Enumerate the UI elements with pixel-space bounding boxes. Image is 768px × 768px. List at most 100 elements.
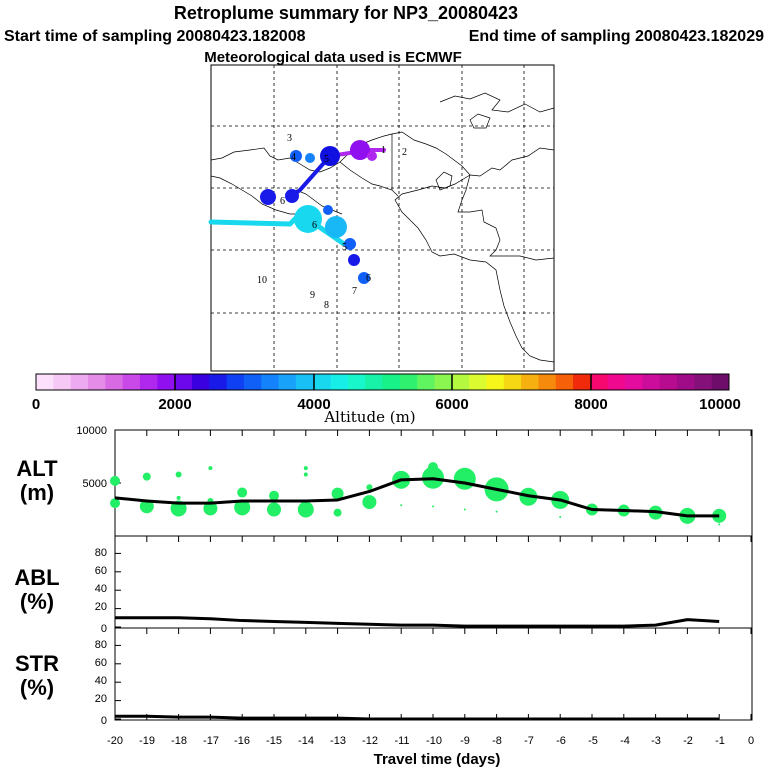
colorbar-cell — [365, 374, 383, 390]
x-tick-label: -12 — [362, 735, 378, 747]
x-tick-label: -5 — [588, 735, 598, 747]
plume-label: 5 — [342, 242, 347, 253]
abl-panel-unit: (%) — [20, 589, 54, 614]
alt-data-point — [495, 510, 498, 513]
str-panel-label: STR — [15, 651, 59, 676]
colorbar-cells — [36, 374, 730, 390]
plume-label: 3 — [287, 133, 292, 144]
colorbar-axis-label: Altitude (m) — [323, 408, 415, 426]
x-tick-label: -13 — [330, 735, 346, 747]
abl-ytick-label: 20 — [95, 601, 107, 613]
colorbar-cell — [174, 374, 193, 390]
colorbar-cell — [330, 374, 349, 390]
abl-series-line — [115, 616, 720, 628]
alt-data-point — [428, 462, 438, 473]
colorbar-cell — [555, 374, 574, 390]
alt-ytick-label: 5000 — [83, 478, 107, 490]
colorbar-cell — [36, 374, 54, 390]
map-panel: 3 1 2 4 5 6 6 5 6 7 10 9 8 — [208, 64, 555, 372]
plume-label: 10 — [257, 275, 267, 286]
plume-label: 2 — [402, 147, 407, 158]
x-tick-label: -11 — [394, 735, 409, 747]
alt-data-point — [176, 495, 181, 500]
colorbar-cell — [105, 374, 124, 390]
x-tick-label: -7 — [524, 735, 534, 747]
x-axis-title: Travel time (days) — [374, 751, 501, 768]
colorbar-cell — [503, 374, 522, 390]
colorbar-cell — [313, 374, 331, 390]
alt-data-point — [400, 504, 403, 507]
colorbar-tick-label: 2000 — [158, 396, 191, 413]
x-tick-label: -19 — [139, 735, 155, 747]
alt-data-point — [269, 490, 279, 501]
plume-marker — [294, 205, 322, 233]
plume-marker — [348, 254, 360, 266]
colorbar-cell — [87, 374, 106, 390]
plume-label: 6 — [280, 196, 285, 207]
plume-marker — [367, 151, 377, 161]
coastlines — [210, 92, 555, 363]
abl-ytick-label: 60 — [95, 565, 107, 577]
colorbar-tick-label: 10000 — [699, 396, 741, 413]
str-ytick-label: 80 — [95, 639, 107, 651]
colorbar-cell — [538, 374, 557, 390]
plume-marker — [358, 272, 370, 284]
plume-markers — [260, 140, 377, 284]
colorbar-cell — [486, 374, 505, 390]
str-series-line — [115, 714, 720, 721]
alt-data-point — [208, 466, 213, 471]
colorbar-cell — [434, 374, 453, 390]
plume-marker — [350, 140, 370, 160]
colorbar-cell — [625, 374, 643, 390]
colorbar-cell — [261, 374, 279, 390]
abl-ytick-labels: 80 60 40 20 0 — [95, 547, 107, 635]
alt-data-point — [110, 498, 120, 509]
alt-data-point — [203, 501, 218, 516]
x-tick-label: -9 — [460, 735, 470, 747]
abl-ytick-label: 0 — [101, 623, 107, 635]
colorbar-cell — [70, 374, 89, 390]
colorbar-cell — [521, 374, 539, 390]
alt-data-point — [139, 499, 154, 514]
met-data-label: Meteorological data used is ECMWF — [204, 49, 462, 66]
colorbar-cell — [347, 374, 366, 390]
start-time-label: Start time of sampling 20080423.182008 — [4, 28, 306, 45]
colorbar-cell — [157, 374, 175, 390]
alt-data-point — [559, 515, 562, 518]
colorbar-tick-label: 4000 — [297, 396, 330, 413]
plume-marker — [290, 150, 302, 162]
colorbar-major-dividers — [174, 374, 592, 390]
x-tick-label: -15 — [266, 735, 282, 747]
plume-label: 6 — [366, 273, 371, 284]
colorbar-cell — [417, 374, 435, 390]
colorbar-tick-label: 0 — [32, 396, 40, 413]
figure-title: Retroplume summary for NP3_20080423 — [174, 3, 518, 23]
plume-number-labels: 3 1 2 4 5 6 6 5 6 7 10 9 8 — [257, 133, 407, 311]
colorbar-cell — [226, 374, 245, 390]
colorbar-cell — [399, 374, 418, 390]
abl-panel-frame — [114, 535, 753, 629]
plume-label: 6 — [312, 220, 317, 231]
colorbar-cell — [469, 374, 487, 390]
alt-data-point — [366, 484, 373, 491]
series-lines — [114, 477, 720, 721]
colorbar-cell — [607, 374, 626, 390]
colorbar-cell — [382, 374, 401, 390]
str-ytick-label: 20 — [95, 693, 107, 705]
x-tick-label: -14 — [298, 735, 314, 747]
map-frame — [210, 64, 555, 372]
str-ytick-label: 60 — [95, 657, 107, 669]
abl-ytick-label: 80 — [95, 547, 107, 559]
x-tick-label: -1 — [715, 735, 725, 747]
colorbar-cell — [139, 374, 158, 390]
colorbar-cell — [451, 374, 470, 390]
plume-marker — [344, 238, 356, 250]
alt-panel-label: ALT — [16, 456, 58, 481]
plume-label: 1 — [381, 145, 386, 156]
x-tick-label: -3 — [651, 735, 661, 747]
colorbar-frame — [35, 373, 730, 391]
alt-data-point — [362, 495, 377, 510]
x-tick-label: -16 — [234, 735, 250, 747]
plume-marker — [323, 205, 333, 215]
